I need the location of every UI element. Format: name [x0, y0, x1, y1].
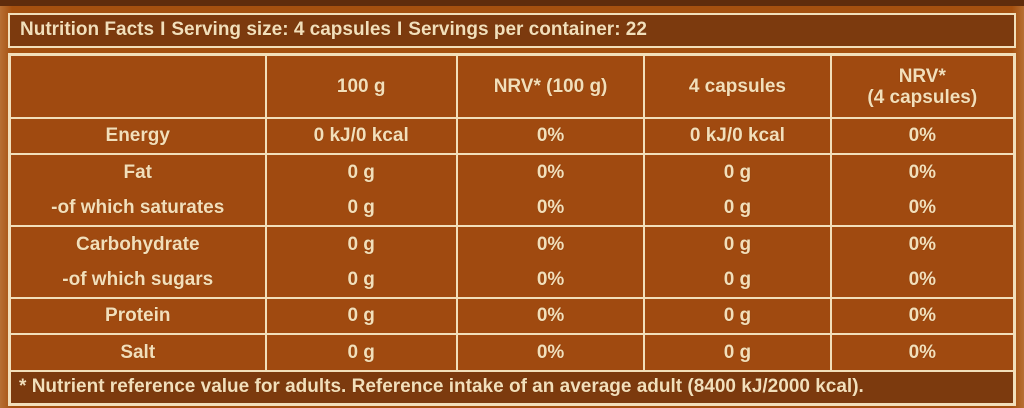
value-cell: 0%: [829, 262, 1013, 298]
table-row-salt: Salt 0 g 0% 0 g 0%: [11, 333, 1013, 370]
serving-size-text: Serving size: 4 capsules: [171, 19, 392, 40]
value-cell: 0 g: [643, 225, 832, 262]
table-row-protein: Protein 0 g 0% 0 g 0%: [11, 297, 1013, 334]
value-cell: 0 g: [643, 190, 832, 226]
value-cell: 0 g: [643, 153, 832, 190]
value-cell: 0 g: [264, 225, 458, 262]
value-cell: 0%: [829, 190, 1013, 226]
row-label: Protein: [11, 297, 267, 334]
value-cell: 0 g: [264, 190, 458, 226]
value-cell: 0 g: [643, 262, 832, 298]
value-cell: 0%: [455, 117, 646, 154]
value-cell: 0%: [455, 153, 646, 190]
nutrition-table-frame: 100 g NRV* (100 g) 4 capsules NRV* (4 cap…: [8, 53, 1016, 406]
column-header-nrv-4-capsules: NRV* (4 capsules): [829, 56, 1013, 118]
value-cell: 0%: [829, 153, 1013, 190]
row-label: -of which saturates: [11, 190, 267, 226]
footnote: * Nutrient reference value for adults. R…: [11, 370, 1013, 403]
row-label: -of which sugars: [11, 262, 267, 298]
table-row-saturates: -of which saturates 0 g 0% 0 g 0%: [11, 190, 1013, 226]
value-cell: 0 g: [643, 333, 832, 370]
label-top-edge: [0, 0, 1024, 6]
table-row-sugars: -of which sugars 0 g 0% 0 g 0%: [11, 262, 1013, 298]
value-cell: 0%: [829, 297, 1013, 334]
column-header-4-capsules: 4 capsules: [643, 56, 832, 118]
row-label: Salt: [11, 333, 267, 370]
column-header-row: 100 g NRV* (100 g) 4 capsules NRV* (4 cap…: [11, 56, 1013, 118]
column-header-empty: [11, 56, 267, 118]
value-cell: 0%: [829, 225, 1013, 262]
table-row-carbohydrate: Carbohydrate 0 g 0% 0 g 0%: [11, 225, 1013, 262]
value-cell: 0 g: [264, 333, 458, 370]
value-cell: 0%: [455, 262, 646, 298]
value-cell: 0 g: [264, 297, 458, 334]
value-cell: 0%: [829, 117, 1013, 154]
header-separator: I: [397, 19, 403, 40]
row-label: Fat: [11, 153, 267, 190]
nutrition-facts-header: Nutrition Facts I Serving size: 4 capsules…: [8, 13, 1016, 48]
row-label: Carbohydrate: [11, 225, 267, 262]
table-row-energy: Energy 0 kJ/0 kcal 0% 0 kJ/0 kcal 0%: [11, 117, 1013, 154]
servings-per-container-text: Servings per container: 22: [408, 19, 647, 40]
value-cell: 0 g: [643, 297, 832, 334]
value-cell: 0 g: [264, 153, 458, 190]
column-header-100g: 100 g: [264, 56, 458, 118]
nutrition-table: 100 g NRV* (100 g) 4 capsules NRV* (4 cap…: [11, 56, 1013, 370]
footnote-marker: *: [19, 376, 27, 397]
column-header-nrv-100g: NRV* (100 g): [455, 56, 646, 118]
value-cell: 0%: [455, 225, 646, 262]
value-cell: 0%: [455, 190, 646, 226]
table-row-fat: Fat 0 g 0% 0 g 0%: [11, 153, 1013, 190]
header-separator: I: [160, 19, 166, 40]
value-cell: 0%: [829, 333, 1013, 370]
footnote-text: Nutrient reference value for adults. Ref…: [31, 376, 864, 397]
value-cell: 0%: [455, 333, 646, 370]
value-cell: 0 kJ/0 kcal: [264, 117, 458, 154]
value-cell: 0 g: [264, 262, 458, 298]
value-cell: 0 kJ/0 kcal: [643, 117, 832, 154]
value-cell: 0%: [455, 297, 646, 334]
header-title: Nutrition Facts: [20, 19, 155, 40]
row-label: Energy: [11, 117, 267, 154]
